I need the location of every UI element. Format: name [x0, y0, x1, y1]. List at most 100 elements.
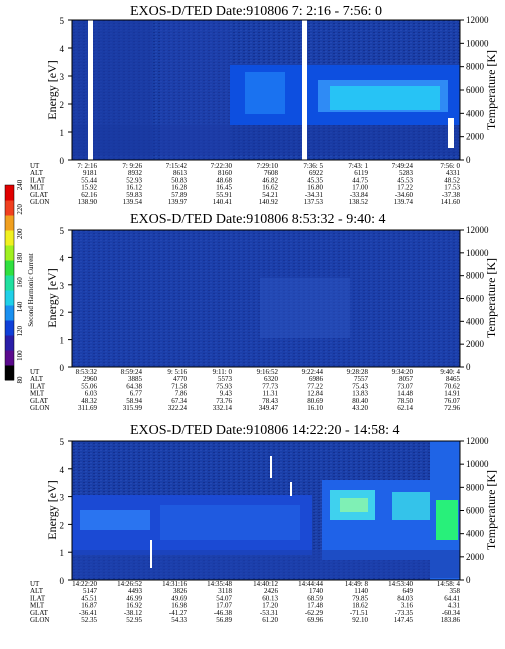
- table-cell: 48.32: [81, 397, 97, 405]
- table-cell: 48.52: [444, 176, 460, 184]
- panel-3-table: UTALTILATMLTGLATGLON14:22:20514745.5116.…: [30, 580, 461, 624]
- table-cell: 7557: [354, 375, 369, 383]
- panel-2-y-ticks: 0 1 2 3 4 5 0 2000 4000 6000 8000 10000 12000: [60, 225, 490, 373]
- panel-1-y-ticks: 0 1 2 3 4 5 0 2000 4000 6000 8000 10000 12000: [60, 15, 490, 166]
- panel-2-region-center: [260, 278, 350, 338]
- y-tick-label: 1: [60, 128, 65, 138]
- table-cell: 16.98: [171, 602, 187, 610]
- panel-3-core-a: [340, 498, 368, 512]
- table-cell: 14.48: [397, 390, 413, 398]
- colorbar-segment: [5, 335, 14, 351]
- table-cell: 45.35: [307, 176, 323, 184]
- table-cell: 45.51: [81, 594, 97, 602]
- colorbar-segment: [5, 350, 14, 366]
- panel-1-gap-3: [448, 118, 454, 148]
- y-tick-label: 2: [60, 100, 65, 110]
- panel-3-mark-2: [270, 456, 272, 478]
- table-cell: 46.99: [126, 594, 142, 602]
- panel-3-mark-1: [150, 540, 152, 568]
- table-cell: 44.75: [352, 176, 368, 184]
- table-row-label: GLAT: [30, 397, 49, 405]
- panel-1-y-label: Energy [eV]: [45, 60, 59, 119]
- table-cell: 55.44: [81, 176, 97, 184]
- panel-1-right-label: Temperature [K]: [484, 50, 498, 130]
- table-cell: 14:31:16: [162, 580, 187, 588]
- colorbar-label: Second Harmonic Current: [27, 253, 35, 327]
- table-cell: 140.41: [213, 198, 233, 206]
- table-cell: 9: 5:16: [167, 368, 187, 376]
- table-cell: 69.96: [307, 616, 323, 624]
- table-row-label: ALT: [30, 587, 44, 595]
- table-cell: 80.69: [307, 397, 323, 405]
- table-row-label: MLT: [30, 184, 45, 192]
- right-tick-label: 0: [466, 155, 471, 165]
- right-tick-label: 12000: [466, 225, 489, 235]
- colorbar-tick-label: 100: [16, 350, 24, 361]
- table-cell: 12.84: [307, 390, 323, 398]
- right-tick-label: 0: [466, 362, 471, 372]
- table-cell: 55.06: [81, 382, 97, 390]
- table-cell: 14:58: 4: [437, 580, 461, 588]
- table-row-label: UT: [30, 580, 40, 588]
- table-cell: 62.16: [81, 191, 97, 199]
- table-cell: 138.90: [78, 198, 98, 206]
- right-tick-label: 12000: [466, 436, 489, 446]
- table-cell: 9.43: [220, 390, 233, 398]
- table-cell: -73.35: [395, 609, 414, 617]
- colorbar-segment: [5, 305, 14, 321]
- table-cell: 14:53:40: [388, 580, 413, 588]
- table-cell: 3885: [128, 375, 143, 383]
- table-cell: 4331: [446, 169, 461, 177]
- colorbar-tick-label: 140: [16, 301, 24, 312]
- table-cell: 315.99: [123, 404, 143, 412]
- panel-2: EXOS-D/TED Date:910806 8:53:32 - 9:40: 4…: [30, 212, 498, 412]
- y-tick-label: 5: [60, 16, 65, 26]
- table-cell: 139.54: [123, 198, 143, 206]
- colorbar-segment: [5, 290, 14, 306]
- y-tick-label: 1: [60, 336, 65, 346]
- table-cell: 54.21: [262, 191, 278, 199]
- table-cell: 7:43: 1: [348, 162, 368, 170]
- panel-1-title: EXOS-D/TED Date:910806 7: 2:16 - 7:56: 0: [130, 4, 382, 19]
- table-cell: 70.62: [444, 382, 460, 390]
- right-tick-label: 6000: [466, 85, 485, 95]
- panel-3-y-label: Energy [eV]: [45, 480, 59, 539]
- panel-3-band-mid: [160, 505, 300, 540]
- panel-3-lower-region: [72, 550, 460, 578]
- table-cell: 7:29:10: [257, 162, 279, 170]
- table-cell: 75.43: [352, 382, 368, 390]
- table-cell: -34.60: [395, 191, 414, 199]
- panel-1-lower-region: [72, 125, 460, 155]
- colorbar-tick-label: 80: [16, 376, 24, 384]
- y-tick-label: 2: [60, 520, 65, 530]
- y-tick-label: 3: [60, 493, 65, 503]
- table-cell: 77.73: [262, 382, 278, 390]
- table-cell: 76.07: [444, 397, 460, 405]
- table-row-label: ILAT: [30, 594, 46, 602]
- table-row-label: UT: [30, 368, 40, 376]
- panel-3-plot-area: [71, 440, 461, 581]
- right-tick-label: 4000: [466, 529, 485, 539]
- table-cell: 78.43: [262, 397, 278, 405]
- table-cell: 78.50: [397, 397, 413, 405]
- table-cell: 73.76: [216, 397, 232, 405]
- table-cell: 64.38: [126, 382, 142, 390]
- table-cell: 9:22:44: [302, 368, 324, 376]
- panel-3-band-left-hot: [80, 510, 150, 530]
- panel-1: EXOS-D/TED Date:910806 7: 2:16 - 7:56: 0…: [30, 4, 498, 206]
- table-cell: 7: 9:26: [122, 162, 142, 170]
- table-cell: 8160: [218, 169, 233, 177]
- panel-1-gap-1: [88, 20, 93, 160]
- table-cell: 6320: [264, 375, 279, 383]
- panel-2-plot-area: [71, 229, 461, 368]
- table-cell: 5283: [399, 169, 414, 177]
- table-cell: 48.68: [216, 176, 232, 184]
- y-tick-label: 3: [60, 72, 65, 82]
- table-row-label: GLON: [30, 198, 49, 206]
- table-row-label: GLON: [30, 404, 49, 412]
- colorbar-segment: [5, 260, 14, 276]
- table-cell: 54.07: [216, 594, 232, 602]
- table-cell: -33.84: [350, 191, 369, 199]
- table-cell: 16.45: [216, 184, 232, 192]
